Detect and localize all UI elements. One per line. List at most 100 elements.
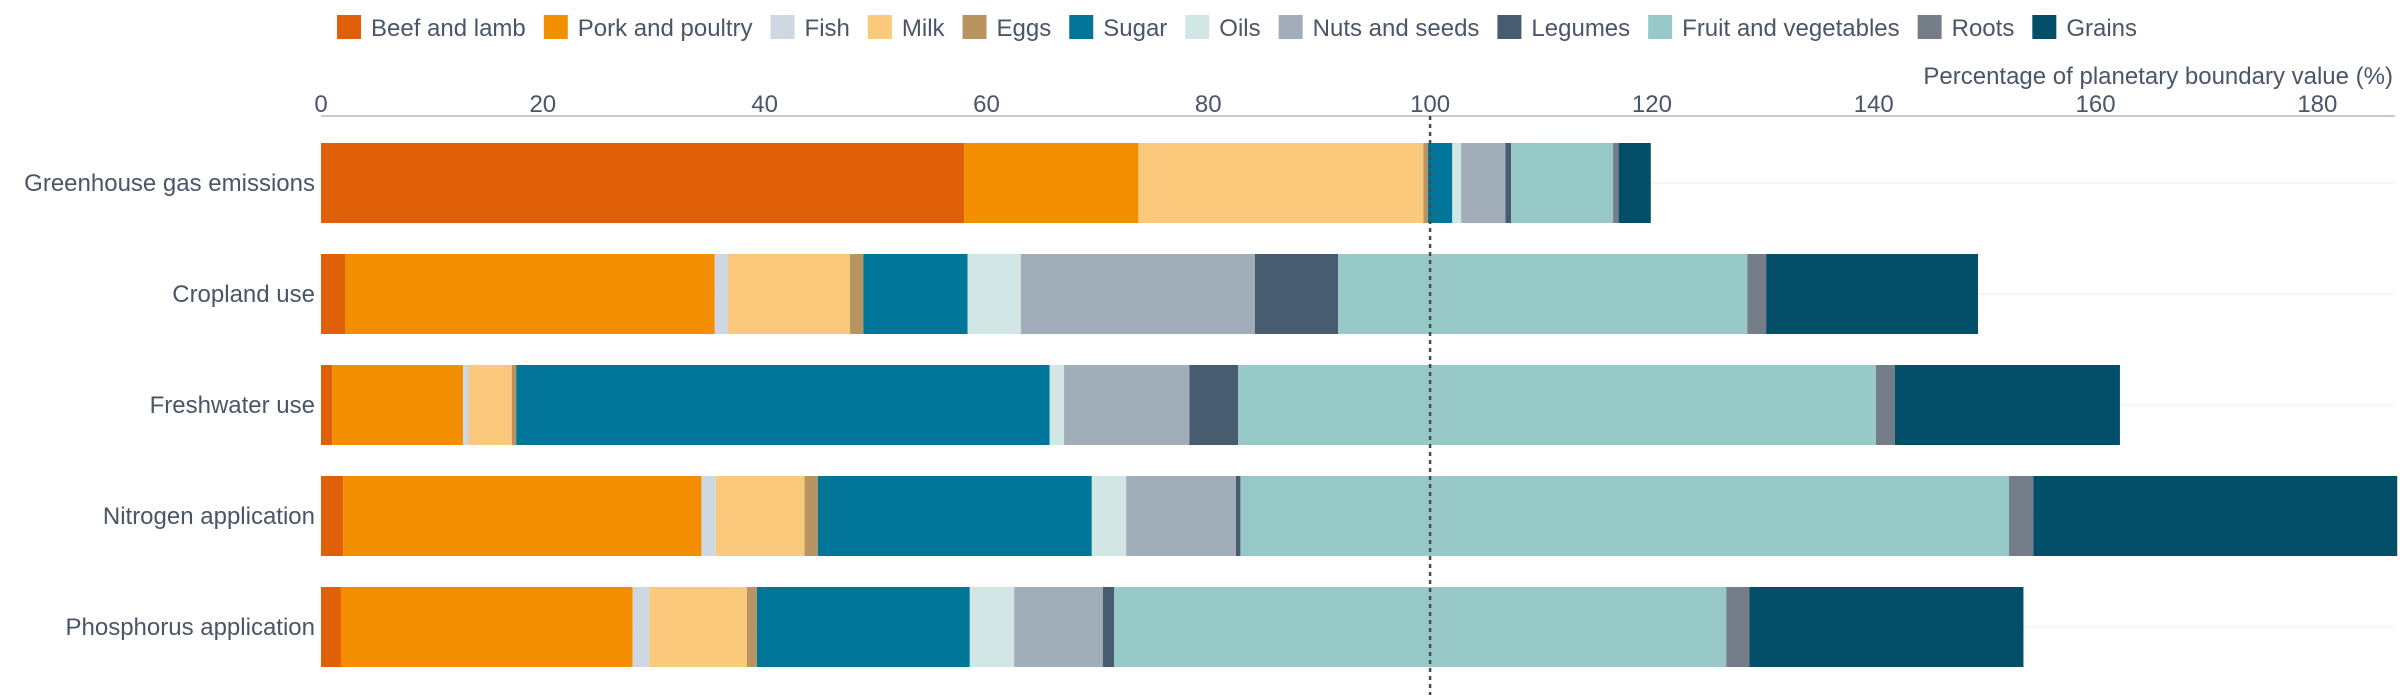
bar-segment-eggs [804,476,818,556]
bar-segment-grains [1894,365,2120,445]
bar-segment-milk [728,254,851,334]
bar-segment-beef-and-lamb [321,476,344,556]
legend-swatch-milk [867,15,892,39]
bar-segment-beef-and-lamb [321,254,346,334]
bar-segment-milk [468,365,512,445]
x-tick-label: 140 [1854,91,1894,118]
bar-segment-grains [2033,476,2398,556]
legend-label-roots: Roots [1952,15,2015,42]
bar-segment-grains [1749,587,2024,667]
x-tick-label: 40 [751,91,778,118]
legend-swatch-pork-and-poultry [543,15,568,39]
legend-label-sugar: Sugar [1103,15,1167,42]
legend-label-grains: Grains [2066,15,2137,42]
x-axis-ticks: 0 20 40 60 80 100 120 140 160 180 [314,91,2337,118]
legend-label-fish: Fish [805,15,850,42]
bar-segment-pork-and-poultry [340,587,633,667]
bar-segment-sugar [516,365,1050,445]
bar-segment-legumes [1236,476,1241,556]
category-label-freshwater-use: Freshwater use [150,392,315,419]
bar-segment-pork-and-poultry [332,365,463,445]
legend-swatch-roots [1917,15,1942,39]
bar-segment-eggs [1423,143,1428,223]
category-labels: Greenhouse gas emissions Cropland use Fres… [24,170,315,641]
bar-segment-roots [2009,476,2034,556]
legend-label-oils: Oils [1219,15,1260,42]
bar-segment-legumes [1254,254,1339,334]
legend-label-milk: Milk [902,15,946,42]
bar-segment-sugar [817,476,1092,556]
bar-segment-beef-and-lamb [321,143,965,223]
bar-segment-eggs [850,254,864,334]
bar-segment-nuts-and-seeds [1461,143,1506,223]
bar-segment-grains [1618,143,1651,223]
bar-segment-milk [649,587,747,667]
legend-swatch-legumes [1497,15,1522,39]
category-label-cropland-use: Cropland use [172,281,315,308]
legend-swatch-nuts-and-seeds [1278,15,1303,39]
bar-segment-legumes [1189,365,1239,445]
bar-segment-nuts-and-seeds [1014,587,1103,667]
x-axis-title: Percentage of planetary boundary value (… [1923,63,2393,90]
bar-segment-fish [714,254,729,334]
bar-segment-roots [1875,365,1895,445]
bar-segment-grains [1766,254,1978,334]
bar-segment-nuts-and-seeds [1064,365,1190,445]
bar-segment-fish [701,476,716,556]
bar-segment-oils [1452,143,1462,223]
legend-label-pork-and-poultry: Pork and poultry [578,15,753,42]
bar-segment-sugar [756,587,970,667]
bar-segment-fish [632,587,650,667]
bar-segment-eggs [511,365,517,445]
legend-swatch-beef-and-lamb [337,15,361,39]
x-tick-label: 160 [2076,91,2116,118]
legend-label-nuts-and-seeds: Nuts and seeds [1313,15,1480,42]
bar-segment-fruit-and-vegetables [1240,476,2010,556]
bar-segment-pork-and-poultry [345,254,715,334]
bar-segment-roots [1747,254,1767,334]
bar-segment-fruit-and-vegetables [1238,365,1876,445]
bar-segment-pork-and-poultry [343,476,702,556]
x-tick-label: 80 [1195,91,1222,118]
bar-segment-oils [967,254,1021,334]
legend-label-eggs: Eggs [997,15,1052,42]
legend-label-fruit-and-vegetables: Fruit and vegetables [1682,15,1899,42]
bar-segment-legumes [1102,587,1114,667]
bar-segment-oils [1049,365,1065,445]
legend-swatch-fish [770,15,795,39]
legend-swatch-oils [1185,15,1210,39]
x-tick-label: 180 [2297,91,2337,118]
bar-segment-eggs [746,587,757,667]
bar-segment-fruit-and-vegetables [1338,254,1748,334]
bar-segment-legumes [1505,143,1512,223]
legend-swatch-eggs [962,15,987,39]
legend-label-beef-and-lamb: Beef and lamb [371,15,526,42]
bar-segment-fruit-and-vegetables [1511,143,1614,223]
x-tick-label: 120 [1632,91,1672,118]
bar-segment-beef-and-lamb [321,587,341,667]
bar-segment-fruit-and-vegetables [1114,587,1727,667]
category-label-greenhouse-gas-emissions: Greenhouse gas emissions [24,170,315,197]
x-tick-label: 60 [973,91,1000,118]
x-tick-label: 100 [1410,91,1450,118]
bar-segment-fish [462,365,469,445]
bar-segment-roots [1613,143,1619,223]
bar-segment-sugar [863,254,968,334]
bar-segment-milk [715,476,805,556]
legend: Beef and lamb Pork and poultry Fish Milk Egg… [337,15,2137,42]
bar-segment-roots [1726,587,1750,667]
bars [321,143,2398,667]
bar-segment-sugar [1427,143,1453,223]
x-tick-label: 0 [314,91,327,118]
bar-segment-beef-and-lamb [321,365,333,445]
legend-swatch-sugar [1069,15,1094,39]
category-label-phosphorus-application: Phosphorus application [65,614,315,641]
bar-segment-milk [1138,143,1424,223]
category-label-nitrogen-application: Nitrogen application [103,503,315,530]
bar-segment-oils [969,587,1015,667]
bar-segment-nuts-and-seeds [1020,254,1255,334]
bar-segment-pork-and-poultry [964,143,1139,223]
legend-swatch-fruit-and-vegetables [1648,15,1673,39]
legend-label-legumes: Legumes [1531,15,1630,42]
